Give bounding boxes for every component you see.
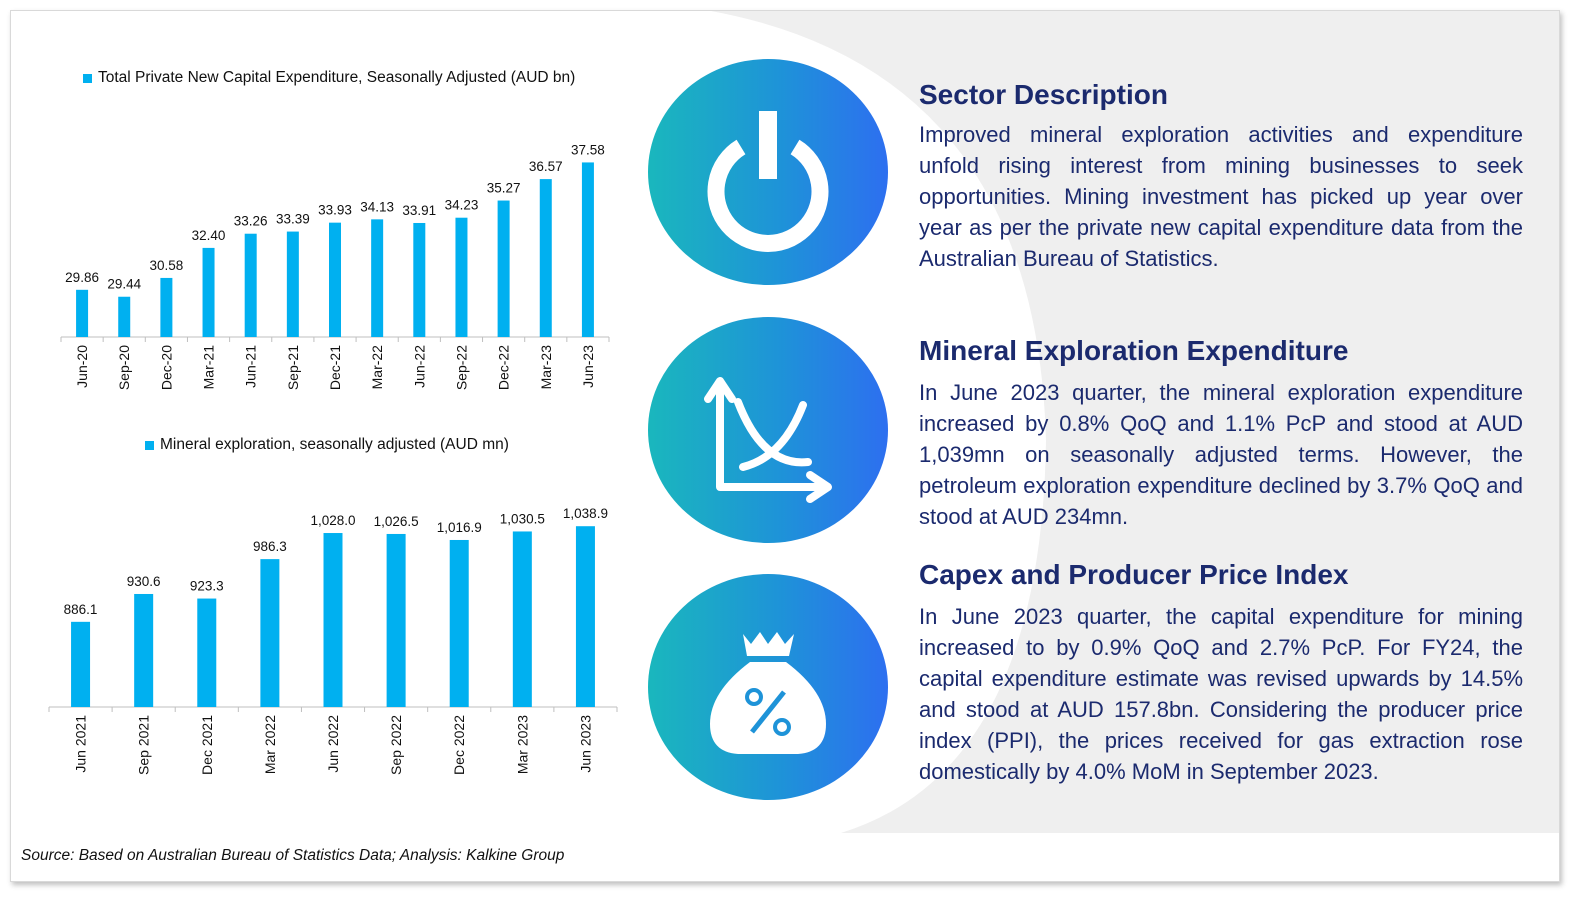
chart2-value-label: 986.3 — [253, 539, 287, 554]
chart1-bar — [202, 247, 215, 337]
chart2-category-label: Sep 2021 — [136, 715, 152, 775]
chart1-bar — [413, 222, 426, 337]
chart1-category-label: Dec-21 — [327, 345, 343, 390]
chart2-category-label: Dec 2021 — [199, 715, 215, 775]
chart1-legend-swatch — [83, 73, 92, 83]
chart2-legend: Mineral exploration, seasonally adjusted… — [145, 436, 509, 454]
chart2-bar — [386, 533, 406, 707]
chart1-value-label: 33.93 — [318, 203, 352, 218]
chart1-value-label: 34.13 — [360, 199, 394, 214]
chart1-category-label: Sep-22 — [453, 345, 469, 390]
chart1-value-label: 35.27 — [487, 181, 521, 196]
chart1-value-label: 33.39 — [276, 212, 310, 227]
chart1-category-label: Jun-22 — [411, 345, 427, 388]
chart2-bar — [449, 539, 469, 707]
sector-description-circle — [648, 59, 888, 285]
chart1-bar — [539, 179, 552, 337]
chart1-category-label: Mar-21 — [201, 345, 217, 390]
chart1-value-label: 32.40 — [192, 228, 226, 243]
section-body-capex-ppi: In June 2023 quarter, the capital expend… — [919, 604, 1523, 784]
chart2-value-label: 1,026.5 — [374, 514, 419, 529]
chart2-value-label: 1,016.9 — [437, 520, 482, 535]
chart1-category-label: Sep-21 — [285, 345, 301, 390]
chart1-bar — [118, 296, 131, 337]
chart2-category-label: Mar 2022 — [262, 715, 278, 774]
chart2-bar — [260, 559, 280, 707]
chart2-bar — [512, 531, 532, 707]
power-icon — [707, 111, 829, 252]
money-bag-percent-icon — [710, 632, 826, 754]
chart1-category-label: Jun-23 — [580, 345, 596, 388]
chart1-value-label: 33.26 — [234, 214, 268, 229]
chart1-bar — [160, 277, 173, 337]
section-title-mineral-exploration: Mineral Exploration Expenditure — [919, 335, 1349, 366]
charts-card: Total Private New Capital Expenditure, S… — [23, 35, 626, 811]
capex-ppi-circle — [648, 574, 888, 800]
source-note: Source: Based on Australian Bureau of St… — [21, 847, 565, 864]
chart2-category-label: Mar 2023 — [514, 715, 530, 774]
capex-bar-chart: 29.86 Jun-20 29.44 Sep-20 30.58 Dec-20 32.40 Ma… — [60, 142, 610, 390]
section-title-sector-description: Sector Description — [919, 79, 1168, 110]
chart1-value-label: 29.44 — [107, 277, 141, 292]
chart2-value-label: 1,030.5 — [500, 511, 545, 526]
chart2-bar — [197, 598, 217, 707]
chart1-bar — [76, 289, 89, 337]
chart1-value-label: 37.58 — [571, 142, 605, 157]
chart1-category-label: Jun-20 — [74, 345, 90, 388]
chart2-bar — [575, 526, 595, 707]
chart1-bar — [329, 222, 341, 337]
chart1-category-label: Jun-21 — [243, 345, 259, 388]
chart1-value-label: 29.86 — [65, 270, 99, 285]
chart2-bar — [323, 533, 343, 707]
chart1-bar — [455, 217, 468, 337]
chart2-value-label: 886.1 — [64, 602, 98, 617]
chart1-bar — [581, 162, 594, 337]
chart2-category-label: Sep 2022 — [388, 715, 404, 775]
chart1-legend-label: Total Private New Capital Expenditure, S… — [98, 69, 576, 86]
chart2-value-label: 930.6 — [127, 574, 161, 589]
chart1-category-label: Mar-22 — [369, 345, 385, 390]
chart1-category-label: Mar-23 — [538, 345, 554, 390]
chart2-value-label: 1,028.0 — [310, 513, 355, 528]
chart1-value-label: 34.23 — [445, 198, 479, 213]
chart2-category-label: Jun 2022 — [325, 715, 341, 773]
slide-frame: Total Private New Capital Expenditure, S… — [10, 10, 1560, 882]
chart1-bar — [497, 200, 510, 337]
chart2-category-label: Jun 2021 — [73, 715, 89, 773]
chart2-category-label: Dec 2022 — [451, 715, 467, 775]
chart2-legend-swatch — [145, 440, 154, 450]
chart2-bar — [134, 593, 154, 707]
chart2-category-label: Jun 2023 — [577, 715, 593, 773]
section-body-sector-description: Improved mineral exploration activities … — [919, 122, 1523, 271]
chart1-bar — [244, 233, 257, 337]
chart2-legend-label: Mineral exploration, seasonally adjusted… — [160, 436, 509, 453]
chart2-value-label: 923.3 — [190, 579, 224, 594]
chart1-bar — [286, 231, 299, 337]
section-title-capex-ppi: Capex and Producer Price Index — [919, 559, 1349, 590]
chart1-category-label: Dec-20 — [158, 345, 174, 390]
chart1-value-label: 33.91 — [402, 203, 436, 218]
chart1-value-label: 30.58 — [149, 258, 183, 273]
chart1-legend: Total Private New Capital Expenditure, S… — [83, 69, 575, 87]
chart1-category-label: Dec-22 — [496, 345, 512, 390]
mineral-exploration-bar-chart: 886.1 Jun 2021 930.6 Sep 2021 923.3 Dec 2021 9… — [48, 506, 618, 775]
chart1-bar — [371, 219, 384, 337]
chart2-bar — [71, 621, 91, 707]
section-body-mineral-exploration: In June 2023 quarter, the mineral explor… — [919, 380, 1523, 529]
chart2-value-label: 1,038.9 — [563, 506, 608, 521]
chart1-category-label: Sep-20 — [116, 345, 132, 390]
chart-axes-icon — [704, 377, 832, 503]
chart1-value-label: 36.57 — [529, 159, 563, 174]
mineral-exploration-circle — [648, 317, 888, 543]
